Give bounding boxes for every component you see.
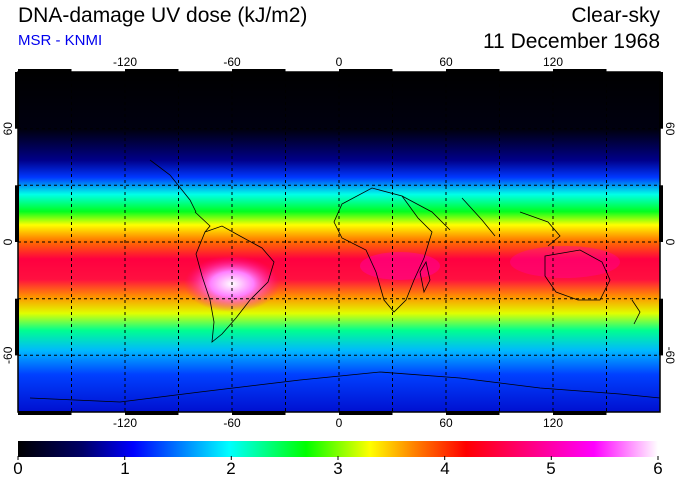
colorbar-label-2: 2: [226, 459, 236, 478]
colorbar: [18, 441, 658, 457]
uv-hotspot-africa: [360, 252, 440, 280]
lon-label-top-e120: 120: [543, 55, 563, 69]
lon-label-bottom-w120: -120: [113, 416, 137, 430]
lat-label-right-0: 0: [663, 239, 677, 246]
colorbar-label-0: 0: [13, 459, 23, 478]
lon-label-bottom-0: 0: [336, 416, 343, 430]
frame-bars-left: [15, 72, 19, 356]
lat-label-right-s60: -60: [663, 347, 677, 365]
lon-label-bottom-e60: 60: [439, 416, 453, 430]
colorbar-label-6: 6: [653, 459, 663, 478]
lon-label-bottom-w60: -60: [223, 416, 241, 430]
colorbar-label-1: 1: [120, 459, 130, 478]
colorbar-ticks: [17, 456, 659, 460]
sky-condition-label: Clear-sky: [571, 4, 660, 27]
lat-label-left-s60: -60: [1, 346, 15, 364]
lat-label-right-n60: 60: [663, 122, 677, 136]
frame-bars-top: [18, 69, 607, 73]
lat-label-left-n60: 60: [1, 122, 15, 136]
lon-label-top-e60: 60: [439, 55, 453, 69]
lon-label-top-w60: -60: [223, 55, 241, 69]
colorbar-label-4: 4: [440, 459, 450, 478]
colorbar-label-3: 3: [333, 459, 343, 478]
lat-label-left-0: 0: [1, 238, 15, 245]
uv-hotspot-australia: [510, 246, 620, 278]
lon-label-top-0: 0: [336, 55, 343, 69]
frame-bars-right: [659, 72, 663, 356]
date-label: 11 December 1968: [482, 30, 660, 53]
source-label: MSR - KNMI: [18, 32, 103, 49]
coastlines: [29, 159, 660, 403]
lon-label-top-w120: -120: [113, 55, 137, 69]
map-title: DNA-damage UV dose (kJ/m2): [18, 4, 308, 27]
frame-bars-bottom: [18, 411, 607, 415]
lon-label-bottom-e120: 120: [543, 416, 563, 430]
graticule: [18, 72, 660, 412]
colorbar-label-5: 5: [546, 459, 556, 478]
